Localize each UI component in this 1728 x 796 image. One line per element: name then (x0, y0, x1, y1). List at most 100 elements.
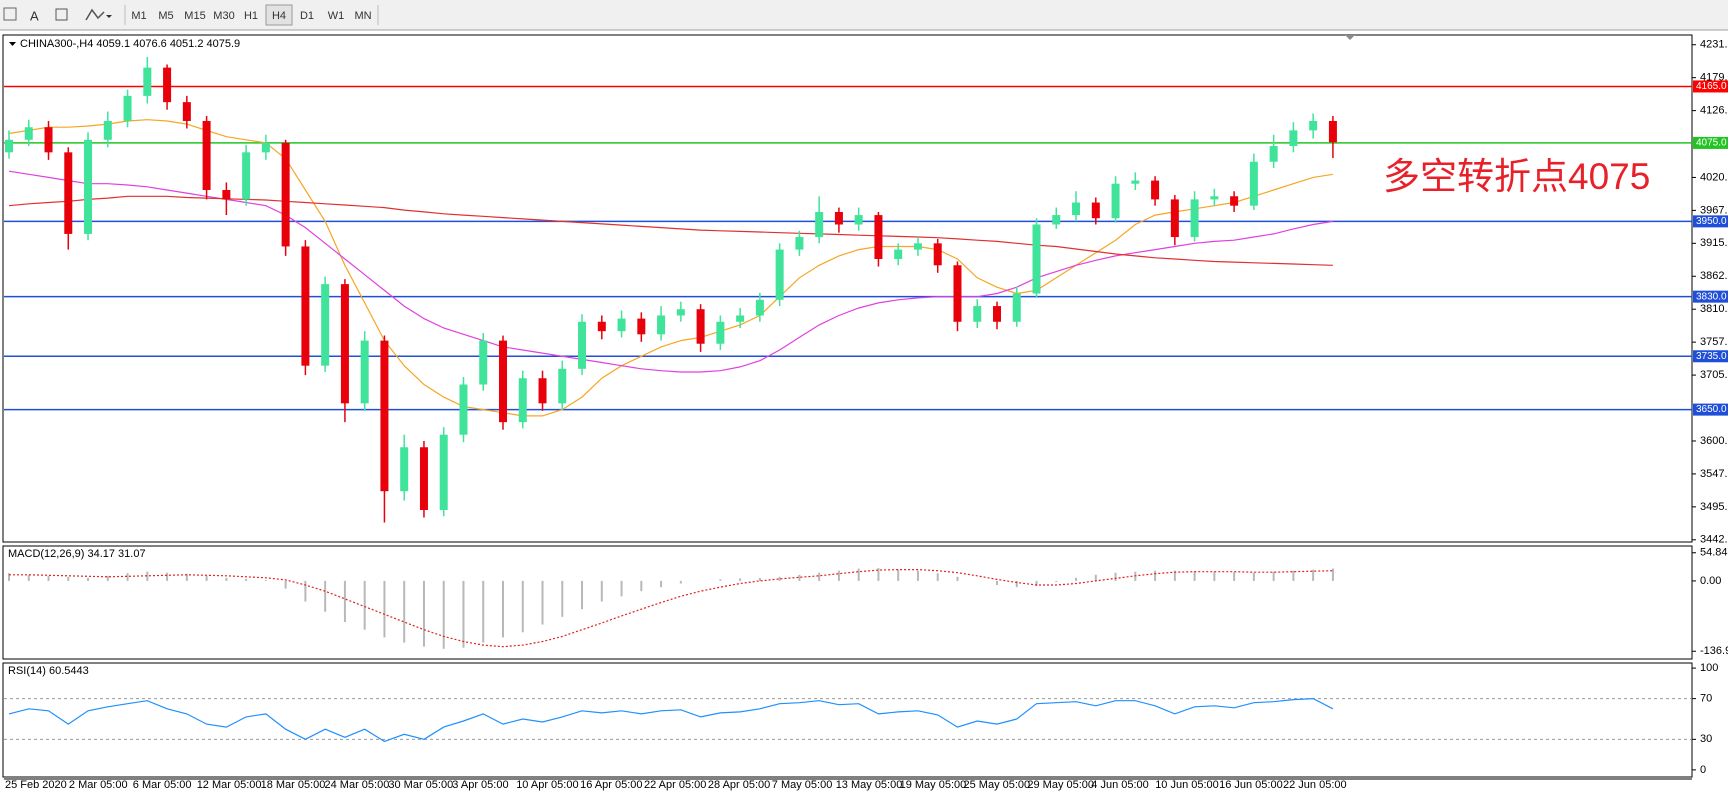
candle-body (1012, 293, 1021, 322)
candle-body (894, 249, 903, 260)
shapes-tool-icon[interactable] (85, 8, 105, 21)
indicator-title: MACD(12,26,9) 34.17 31.07 (8, 548, 146, 560)
y-tick-label: 4231.5 (1700, 39, 1728, 51)
candle-body (676, 309, 685, 316)
candle-body (301, 246, 310, 366)
candle-body (5, 139, 13, 153)
x-tick-label: 22 Jun 05:00 (1283, 779, 1347, 791)
candle-body (518, 378, 527, 423)
price-level-label: 3950.0 (1696, 216, 1727, 227)
y-tick-label: 3757.5 (1700, 336, 1728, 348)
timeframe-button[interactable]: H4 (272, 10, 286, 22)
candle-body (242, 152, 251, 200)
candle-body (499, 340, 507, 423)
timeframe-button[interactable]: M1 (131, 10, 146, 22)
candle-body (1131, 180, 1140, 184)
y-tick-label: 0.00 (1700, 575, 1721, 587)
x-tick-label: 13 May 05:00 (836, 779, 903, 791)
timeframe-button[interactable]: D1 (300, 10, 314, 22)
y-tick-label: 0 (1700, 764, 1706, 776)
candle-body (1151, 180, 1160, 200)
candle-body (143, 67, 152, 96)
candle-body (202, 120, 211, 190)
timeframe-button[interactable]: W1 (328, 10, 345, 22)
price-level-tag (1693, 215, 1728, 228)
y-tick-label: -136.93 (1700, 645, 1728, 657)
candle-body (1269, 146, 1278, 162)
tool-icon[interactable] (3, 7, 17, 21)
candle-body (637, 318, 646, 335)
candle-body (597, 321, 606, 332)
chart-title: CHINA300-,H4 4059.1 4076.6 4051.2 4075.9 (20, 38, 240, 50)
candle-body (103, 120, 112, 140)
y-tick-label: 3705.0 (1700, 369, 1728, 381)
x-tick-label: 7 May 05:00 (772, 779, 833, 791)
y-tick-label: 3915.0 (1700, 237, 1728, 249)
candle-body (1230, 196, 1239, 206)
timeframe-button[interactable]: M30 (213, 10, 234, 22)
x-tick-label: 25 May 05:00 (964, 779, 1031, 791)
x-tick-label: 10 Apr 05:00 (516, 779, 578, 791)
timeframe-button[interactable]: M15 (184, 10, 205, 22)
candle-body (1309, 120, 1318, 131)
candle-body (736, 315, 745, 322)
x-tick-label: 6 Mar 05:00 (133, 779, 192, 791)
candle-body (775, 249, 784, 300)
candle-body (24, 127, 33, 140)
candle-body (400, 447, 409, 492)
candle-body (1210, 196, 1219, 200)
y-tick-label: 4020.0 (1700, 171, 1728, 183)
timeframe-button[interactable]: H1 (244, 10, 258, 22)
y-tick-label: 30 (1700, 733, 1712, 745)
x-tick-label: 25 Feb 2020 (5, 779, 67, 791)
annotation: 多空转折点4075 (1383, 156, 1650, 197)
crosshair-icon[interactable] (3, 7, 17, 21)
moving-average-line (8, 170, 1333, 373)
candle-body (1328, 120, 1337, 143)
timeframe-button[interactable]: M5 (158, 10, 173, 22)
x-tick-label: 19 May 05:00 (900, 779, 967, 791)
panel-frame (2, 545, 1693, 660)
candle-body (419, 447, 428, 510)
x-tick-label: 16 Jun 05:00 (1219, 779, 1283, 791)
candle-body (538, 378, 547, 404)
x-tick-label: 12 Mar 05:00 (197, 779, 262, 791)
candle-body (617, 318, 626, 332)
indicator-title: RSI(14) 60.5443 (8, 665, 89, 677)
candle-body (696, 309, 705, 344)
price-level-label: 3650.0 (1696, 404, 1727, 415)
x-tick-label: 16 Apr 05:00 (580, 779, 642, 791)
active-button-frame (265, 4, 293, 26)
candle-body (933, 243, 942, 266)
candle-body (657, 315, 666, 335)
price-level-label: 3735.0 (1696, 351, 1727, 362)
text-tool-icon[interactable]: A (30, 8, 39, 23)
y-tick-label: 3810.0 (1700, 303, 1728, 315)
candle-body (479, 340, 488, 385)
x-tick-label: 10 Jun 05:00 (1155, 779, 1219, 791)
candle-body (755, 299, 764, 316)
candle-body (439, 434, 448, 510)
candle-body (815, 211, 824, 238)
candle-body (874, 215, 883, 260)
moving-average-line (8, 195, 1333, 266)
panel-frame (2, 34, 1693, 543)
panel-frame (2, 662, 1693, 778)
candle-body (340, 284, 349, 404)
y-tick-label: 3862.5 (1700, 270, 1728, 282)
candle-body (163, 67, 172, 103)
label-tool-icon[interactable] (55, 8, 68, 21)
x-tick-label: 24 Mar 05:00 (325, 779, 390, 791)
candle-body (854, 215, 863, 225)
candle-body (716, 321, 725, 344)
candle-body (795, 237, 804, 250)
macd-signal-line (9, 569, 1333, 648)
plot-area: 4231.54179.04126.54020.03967.53915.03862… (2, 34, 1728, 791)
timeframe-button[interactable]: MN (354, 10, 371, 22)
price-level-tag (1693, 350, 1728, 363)
dropdown-arrow[interactable] (106, 15, 112, 18)
price-level-label: 4075.0 (1696, 138, 1727, 149)
candle-body (558, 368, 567, 404)
y-tick-label: 100 (1700, 662, 1718, 674)
candle-body (360, 340, 369, 404)
